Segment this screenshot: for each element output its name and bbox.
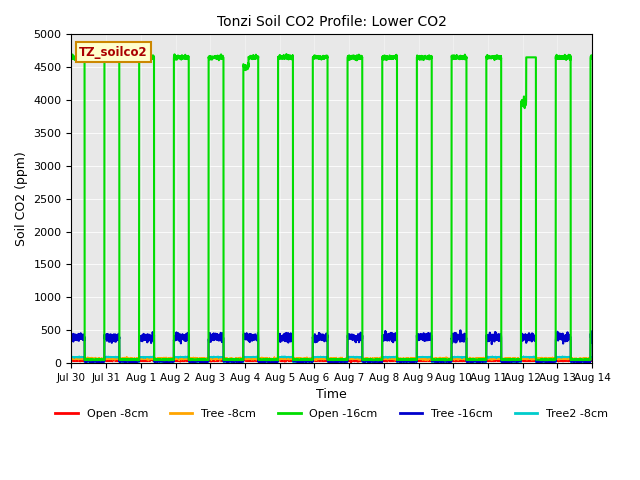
- Y-axis label: Soil CO2 (ppm): Soil CO2 (ppm): [15, 151, 28, 246]
- Legend: Open -8cm, Tree -8cm, Open -16cm, Tree -16cm, Tree2 -8cm: Open -8cm, Tree -8cm, Open -16cm, Tree -…: [51, 404, 612, 423]
- Open -8cm: [449, 358, 456, 364]
- Line: Tree -16cm: Tree -16cm: [72, 330, 592, 362]
- Open -8cm: [348, 360, 355, 365]
- Tree -8cm: [420, 356, 428, 362]
- Tree -8cm: [68, 356, 76, 362]
- Tree -16cm: [478, 358, 486, 364]
- Tree2 -8cm: [478, 360, 486, 366]
- Open -16cm: [161, 357, 169, 362]
- Tree -16cm: [420, 332, 428, 338]
- Text: TZ_soilco2: TZ_soilco2: [79, 46, 148, 59]
- Open -8cm: [312, 359, 320, 364]
- Tree2 -8cm: [312, 354, 320, 360]
- Tree -8cm: [588, 355, 596, 361]
- Tree -16cm: [456, 327, 464, 333]
- Tree2 -8cm: [520, 353, 527, 359]
- Open -8cm: [588, 357, 596, 363]
- Open -8cm: [588, 357, 596, 363]
- Tree -8cm: [478, 355, 486, 360]
- Line: Tree -8cm: Tree -8cm: [72, 357, 592, 360]
- Title: Tonzi Soil CO2 Profile: Lower CO2: Tonzi Soil CO2 Profile: Lower CO2: [217, 15, 447, 29]
- Open -16cm: [68, 54, 76, 60]
- Tree -16cm: [68, 334, 76, 340]
- Open -16cm: [588, 54, 596, 60]
- Open -16cm: [420, 54, 428, 60]
- Open -16cm: [441, 358, 449, 363]
- Line: Open -8cm: Open -8cm: [72, 358, 592, 362]
- Tree -16cm: [588, 332, 596, 337]
- Tree -8cm: [449, 357, 456, 362]
- Open -16cm: [312, 55, 320, 61]
- Open -8cm: [68, 358, 76, 363]
- Tree2 -8cm: [449, 354, 456, 360]
- Open -16cm: [283, 51, 291, 57]
- Line: Open -16cm: Open -16cm: [72, 54, 592, 360]
- Open -8cm: [161, 358, 169, 363]
- Tree -8cm: [549, 358, 557, 363]
- Tree -8cm: [123, 354, 131, 360]
- Tree2 -8cm: [420, 354, 428, 360]
- Tree2 -8cm: [161, 360, 169, 365]
- Open -16cm: [588, 55, 596, 61]
- Tree -16cm: [588, 336, 596, 341]
- Tree2 -8cm: [588, 354, 596, 360]
- Tree -8cm: [588, 355, 596, 360]
- Tree2 -8cm: [88, 360, 95, 366]
- Tree2 -8cm: [588, 354, 596, 360]
- Open -8cm: [420, 357, 428, 362]
- Open -16cm: [449, 53, 456, 59]
- X-axis label: Time: Time: [316, 388, 347, 401]
- Tree2 -8cm: [68, 355, 76, 360]
- Tree -16cm: [312, 336, 320, 342]
- Tree -16cm: [449, 333, 456, 339]
- Open -8cm: [478, 357, 486, 363]
- Open -8cm: [218, 355, 225, 361]
- Line: Tree2 -8cm: Tree2 -8cm: [72, 356, 592, 363]
- Tree -8cm: [312, 356, 320, 362]
- Tree -16cm: [586, 360, 594, 365]
- Tree -8cm: [161, 355, 169, 360]
- Tree -16cm: [161, 358, 169, 363]
- Open -16cm: [478, 357, 486, 362]
